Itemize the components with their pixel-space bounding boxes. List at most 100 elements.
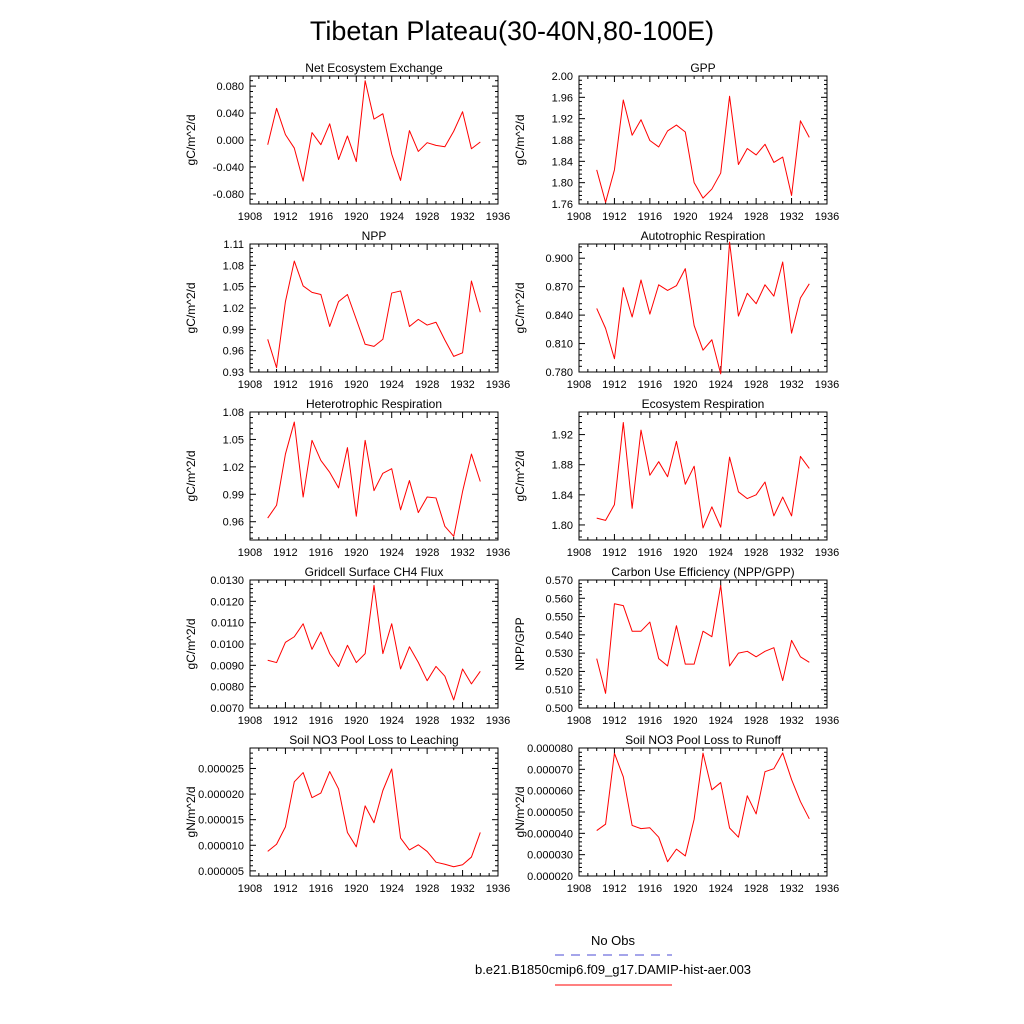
plot-frame	[249, 579, 499, 709]
y-tick-label: 2.00	[552, 71, 573, 83]
y-tick-label: 0.500	[545, 703, 573, 715]
x-tick-label: 1932	[450, 211, 474, 223]
y-tick-label: 0.000020	[198, 789, 244, 801]
series-line	[267, 260, 481, 369]
y-tick-label: 1.76	[552, 199, 573, 211]
figure-title: Tibetan Plateau(30-40N,80-100E)	[310, 16, 714, 46]
y-axis-label: gC/m^2/d	[513, 283, 527, 334]
y-tick-label: 0.000080	[527, 743, 573, 755]
x-tick-label: 1924	[379, 379, 403, 391]
panel-title: Ecosystem Respiration	[642, 397, 765, 411]
y-tick-label: 0.93	[223, 367, 244, 379]
y-tick-label: 0.000015	[198, 815, 244, 827]
x-tick-label: 1908	[238, 715, 262, 727]
y-tick-label: 0.0130	[210, 575, 244, 587]
plot-frame	[578, 243, 828, 373]
y-axis-label: gC/m^2/d	[513, 451, 527, 502]
x-tick-label: 1936	[815, 211, 839, 223]
panel: NPP gC/m^2/d 1908 1912 1916 1920 1924 1928 1932 1…	[184, 229, 510, 391]
x-tick-label: 1928	[415, 211, 439, 223]
y-tick-label: 0.96	[223, 346, 244, 358]
x-tick-label: 1912	[273, 211, 297, 223]
y-axis-label: gN/m^2/d	[184, 787, 198, 838]
x-tick-label: 1924	[708, 211, 732, 223]
y-tick-label: 1.92	[552, 430, 573, 442]
x-tick-label: 1928	[744, 547, 768, 559]
x-tick-label: 1936	[486, 379, 510, 391]
x-tick-label: 1908	[567, 715, 591, 727]
y-axis-label: gC/m^2/d	[513, 115, 527, 166]
y-tick-label: 0.000030	[527, 850, 573, 862]
series-line	[596, 752, 810, 863]
y-tick-label: 0.810	[545, 339, 573, 351]
y-axis-label: NPP/GPP	[513, 617, 527, 670]
x-tick-label: 1932	[450, 547, 474, 559]
y-tick-label: 0.000	[216, 135, 244, 147]
plot-frame	[578, 411, 828, 541]
panel: Soil NO3 Pool Loss to Runoff gN/m^2/d 1908…	[513, 733, 839, 895]
series-line	[267, 80, 481, 182]
x-tick-label: 1912	[273, 379, 297, 391]
x-tick-label: 1936	[815, 883, 839, 895]
y-tick-label: 0.560	[545, 593, 573, 605]
x-tick-label: 1932	[450, 715, 474, 727]
y-axis-label: gC/m^2/d	[184, 451, 198, 502]
x-tick-label: 1908	[238, 211, 262, 223]
x-tick-label: 1924	[379, 211, 403, 223]
x-tick-label: 1936	[815, 547, 839, 559]
panel-title: Net Ecosystem Exchange	[305, 61, 443, 75]
y-tick-label: 0.0090	[210, 660, 244, 672]
y-tick-label: 0.000010	[198, 840, 244, 852]
x-tick-label: 1928	[744, 715, 768, 727]
x-tick-label: 1932	[779, 715, 803, 727]
x-tick-label: 1920	[673, 883, 697, 895]
y-tick-label: 0.900	[545, 253, 573, 265]
panel-title: Carbon Use Efficiency (NPP/GPP)	[611, 565, 794, 579]
x-tick-label: 1916	[309, 883, 333, 895]
y-tick-label: 1.02	[223, 462, 244, 474]
x-tick-label: 1936	[486, 883, 510, 895]
x-tick-label: 1916	[638, 379, 662, 391]
y-tick-label: 1.88	[552, 135, 573, 147]
y-tick-label: 1.84	[552, 156, 573, 168]
x-tick-label: 1916	[309, 715, 333, 727]
y-tick-label: 1.02	[223, 303, 244, 315]
panel-title: Autotrophic Respiration	[641, 229, 766, 243]
x-tick-label: 1920	[344, 883, 368, 895]
plot-frame	[249, 747, 499, 877]
panel: Autotrophic Respiration gC/m^2/d 1908 1912 1…	[513, 229, 839, 391]
x-tick-label: 1908	[567, 547, 591, 559]
x-tick-label: 1932	[779, 547, 803, 559]
x-tick-label: 1912	[273, 883, 297, 895]
x-tick-label: 1908	[567, 211, 591, 223]
y-tick-label: 0.000005	[198, 866, 244, 878]
panel: Gridcell Surface CH4 Flux gC/m^2/d 1908 191…	[184, 565, 510, 727]
x-tick-label: 1908	[238, 379, 262, 391]
x-tick-label: 1936	[815, 379, 839, 391]
series-line	[596, 584, 810, 694]
y-tick-label: 0.0110	[211, 618, 244, 630]
y-tick-label: 0.96	[223, 517, 244, 529]
x-tick-label: 1920	[344, 211, 368, 223]
x-tick-label: 1932	[779, 883, 803, 895]
y-tick-label: 0.080	[216, 81, 244, 93]
x-tick-label: 1936	[486, 715, 510, 727]
panel: Heterotrophic Respiration gC/m^2/d 1908 191…	[184, 397, 510, 559]
x-tick-label: 1912	[273, 547, 297, 559]
panel-title: GPP	[690, 61, 715, 75]
plot-frame	[249, 411, 499, 541]
series-line	[596, 95, 810, 203]
x-tick-label: 1936	[815, 715, 839, 727]
y-tick-label: 0.99	[223, 489, 244, 501]
x-tick-label: 1928	[744, 211, 768, 223]
y-tick-label: 0.840	[545, 310, 573, 322]
y-tick-label: 0.870	[545, 282, 573, 294]
x-tick-label: 1936	[486, 547, 510, 559]
x-tick-label: 1920	[673, 547, 697, 559]
legend: No Obs b.e21.B1850cmip6.f09_g17.DAMIP-hi…	[475, 933, 751, 986]
x-tick-label: 1908	[238, 883, 262, 895]
y-tick-label: 0.530	[545, 648, 573, 660]
panel-title: Heterotrophic Respiration	[306, 397, 442, 411]
y-tick-label: -0.040	[213, 162, 244, 174]
x-tick-label: 1916	[309, 379, 333, 391]
